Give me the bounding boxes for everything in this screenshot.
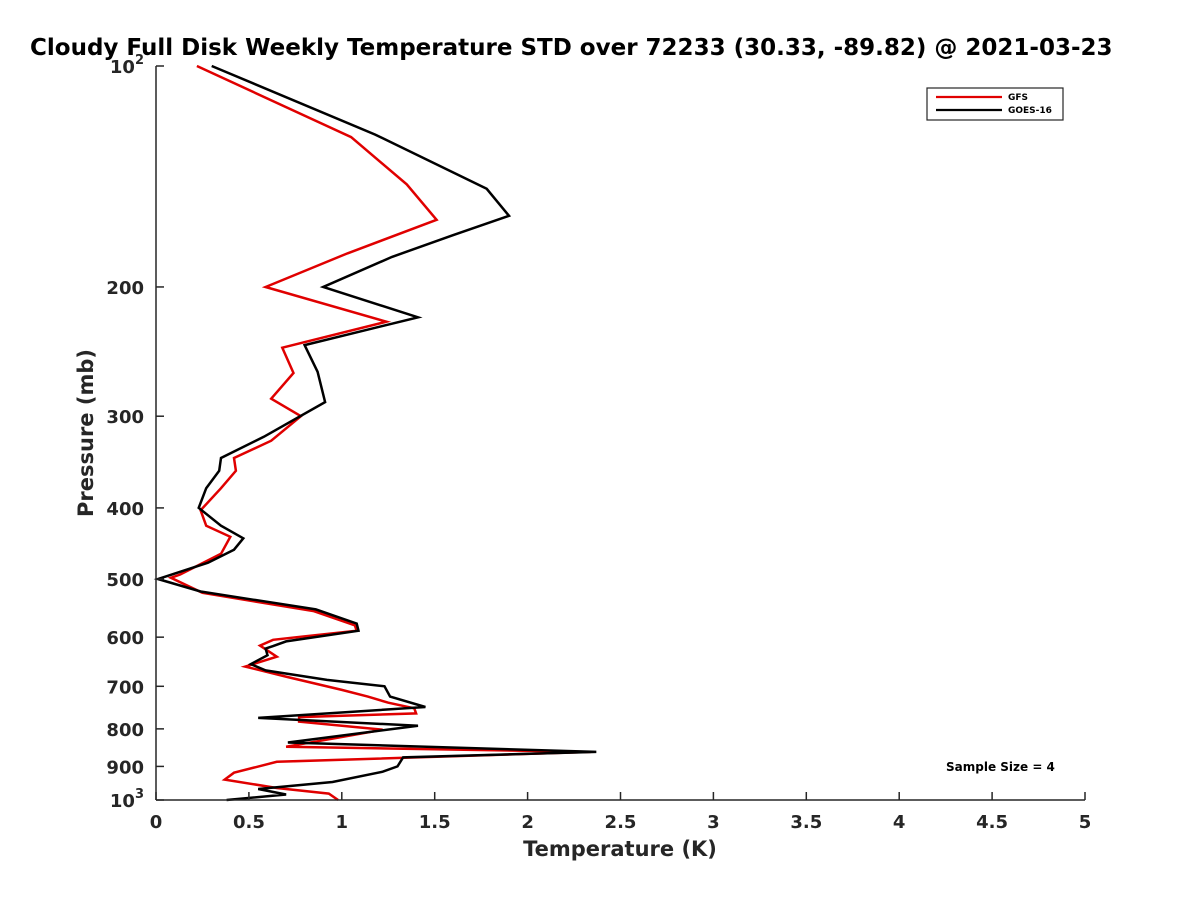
- series-layer: [153, 64, 597, 802]
- legend: GFS GOES-16: [926, 87, 1064, 121]
- y-tick-label: 800: [106, 720, 144, 741]
- y-ticks: 102 200 300 400 500 600 700 800 900 103: [106, 53, 164, 812]
- y-tick-label: 102: [110, 53, 144, 78]
- x-tick-label: 2.5: [605, 812, 637, 833]
- x-tick-label: 0.5: [233, 812, 265, 833]
- y-tick-label: 500: [106, 570, 144, 591]
- legend-label-gfs: GFS: [1008, 93, 1028, 103]
- y-axis-label: Pressure (mb): [74, 349, 98, 517]
- series-line-gfs: [167, 64, 591, 802]
- y-tick-label: 300: [106, 407, 144, 428]
- y-tick-label: 900: [106, 757, 144, 778]
- x-ticks: 0 0.5 1 1.5 2 2.5 3 3.5 4 4.5 5: [150, 792, 1092, 833]
- y-tick-label: 600: [106, 628, 144, 649]
- x-tick-label: 5: [1079, 812, 1092, 833]
- x-tick-label: 1: [336, 812, 349, 833]
- x-tick-label: 4: [893, 812, 906, 833]
- x-tick-label: 0: [150, 812, 163, 833]
- y-tick-label: 400: [106, 499, 144, 520]
- y-tick-label: 103: [110, 787, 144, 812]
- x-tick-label: 2: [521, 812, 534, 833]
- chart-title: Cloudy Full Disk Weekly Temperature STD …: [30, 35, 1113, 61]
- x-tick-label: 4.5: [976, 812, 1008, 833]
- x-tick-label: 3: [707, 812, 720, 833]
- series-line-goes16: [153, 64, 597, 802]
- x-axis-label: Temperature (K): [523, 837, 717, 861]
- sample-size-annotation: Sample Size = 4: [946, 760, 1055, 774]
- legend-box: [926, 87, 1064, 121]
- legend-label-goes16: GOES-16: [1008, 106, 1052, 116]
- x-tick-label: 3.5: [790, 812, 822, 833]
- y-tick-label: 200: [106, 278, 144, 299]
- x-tick-label: 1.5: [419, 812, 451, 833]
- y-tick-label: 700: [106, 677, 144, 698]
